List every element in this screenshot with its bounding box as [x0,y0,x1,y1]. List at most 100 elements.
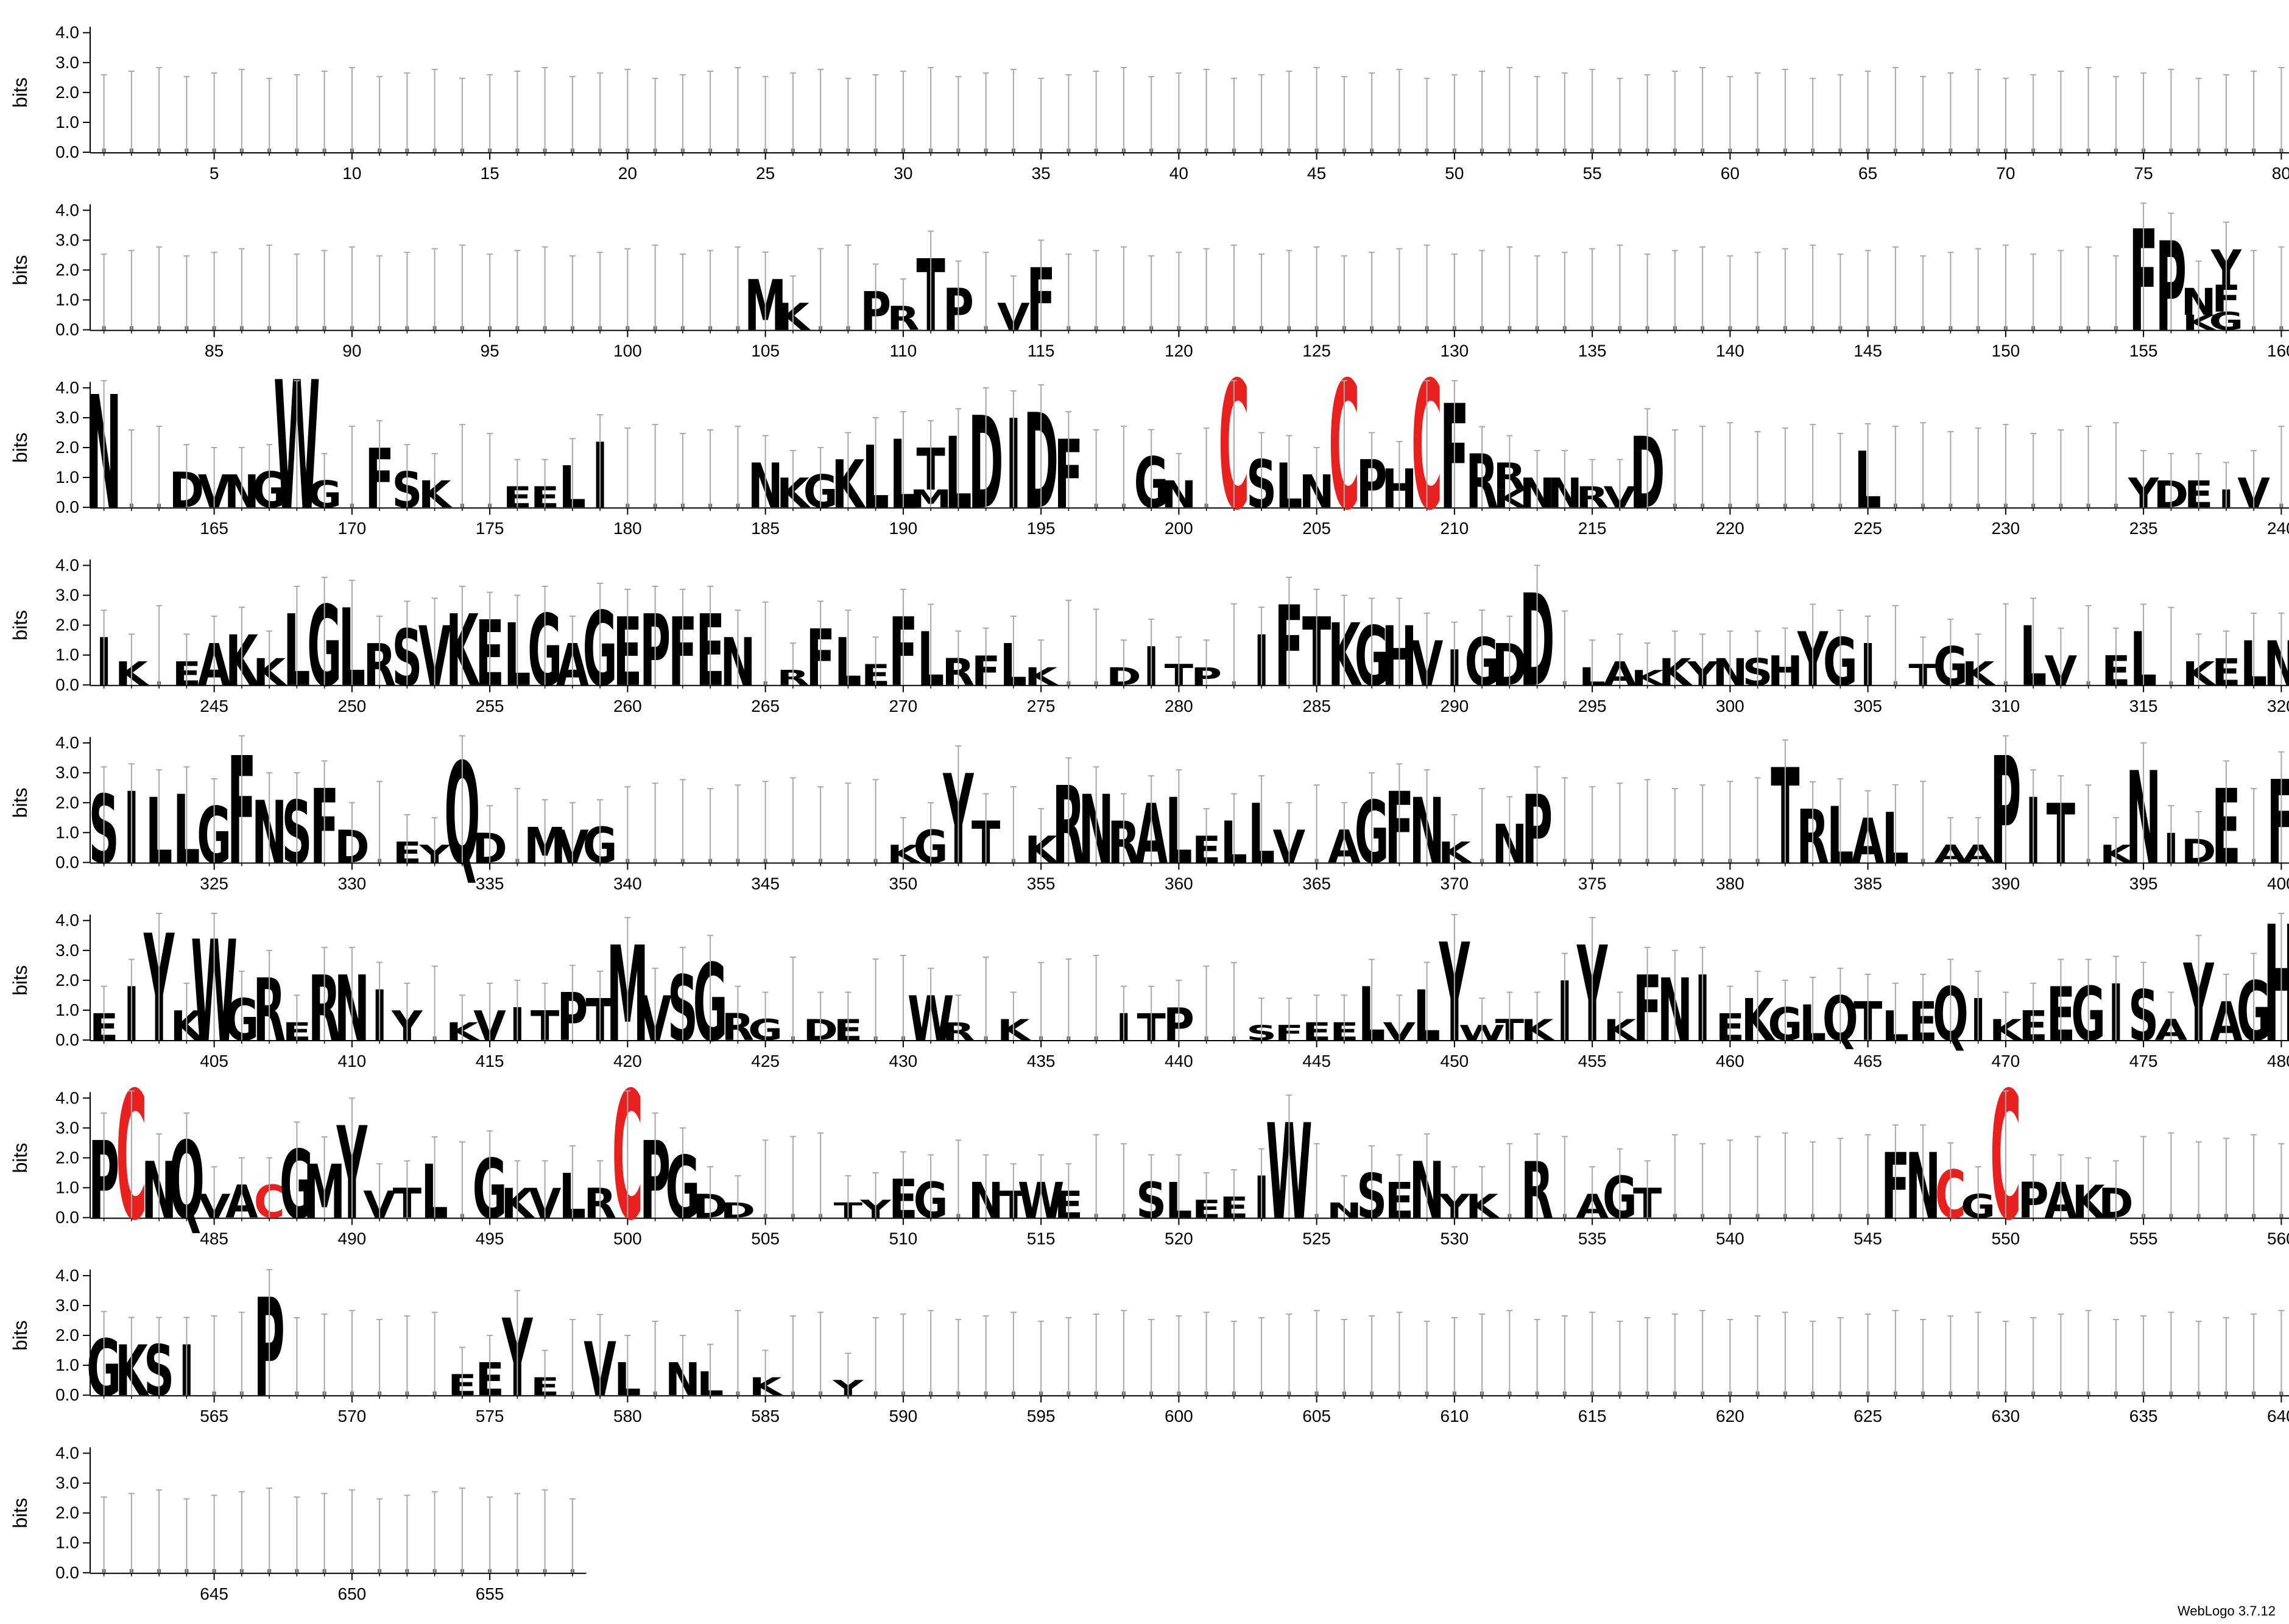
x-tick-label: 130 [1441,342,1469,360]
x-tick-label: 525 [1302,1229,1331,1248]
y-tick-label: 3.0 [55,1474,79,1492]
x-tick-label: 35 [1032,164,1051,183]
x-tick-label: 305 [1853,697,1882,715]
y-tick-label: 3.0 [55,1118,79,1137]
x-tick-label: 230 [1992,519,2020,538]
x-tick-label: 120 [1165,342,1193,360]
x-tick-label: 210 [1441,519,1469,538]
y-tick-label: 3.0 [55,1296,79,1315]
logo-letter-K: K [446,1018,480,1046]
x-tick-label: 255 [476,697,504,715]
x-tick-label: 650 [338,1584,367,1603]
logo-letter-K: K [1741,987,1776,1053]
x-tick-label: 620 [1716,1407,1744,1425]
x-tick-label: 165 [200,519,228,538]
y-tick-label: 0.0 [55,675,79,694]
x-tick-label: 150 [1992,342,2020,360]
y-axis-label: bits [9,1498,31,1528]
x-tick-label: 420 [613,1052,642,1070]
x-tick-label: 585 [751,1407,780,1425]
x-tick-label: 350 [889,874,918,893]
x-tick-label: 125 [1302,342,1331,360]
x-tick-label: 615 [1578,1407,1607,1425]
y-tick-label: 2.0 [55,971,79,990]
x-tick-label: 315 [2129,697,2158,715]
logo-letter-H: H [2263,893,2289,1078]
x-tick-label: 290 [1441,697,1469,715]
x-tick-label: 505 [751,1229,780,1248]
x-tick-label: 645 [200,1584,228,1603]
y-axis-label: bits [9,255,31,286]
y-tick-label: 4.0 [55,1088,79,1107]
logo-row-1: 0.0 1.0 2.0 3.0 4.0 bits 5 10 15 20 25 30 35 40 45 50 55… [9,23,2289,183]
y-axis-label: bits [9,965,31,996]
x-tick-label: 540 [1716,1229,1744,1248]
y-tick-label: 3.0 [55,941,79,960]
x-tick-label: 95 [481,342,499,360]
x-tick-label: 365 [1302,874,1331,893]
y-tick-label: 1.0 [55,1355,79,1374]
logo-letter-K: K [1989,1013,2023,1047]
y-tick-label: 0.0 [55,320,79,339]
x-tick-label: 310 [1992,697,2020,715]
x-tick-label: 340 [613,874,642,893]
x-tick-label: 140 [1716,342,1744,360]
y-tick-label: 4.0 [55,200,79,219]
x-tick-label: 100 [613,342,642,360]
x-tick-label: 375 [1578,874,1607,893]
x-tick-label: 520 [1165,1229,1193,1248]
y-tick-label: 1.0 [55,823,79,842]
logo-letter-K: K [418,474,453,516]
y-tick-label: 0.0 [55,1208,79,1227]
x-tick-label: 30 [894,164,912,183]
x-tick-label: 195 [1027,519,1056,538]
x-tick-label: 510 [889,1229,918,1248]
logo-letter-K: K [2072,1175,2106,1228]
logo-letter-K: K [115,655,149,693]
logo-letter-K: K [1025,829,1059,872]
y-tick-label: 2.0 [55,1148,79,1167]
x-tick-label: 320 [2267,697,2289,715]
y-tick-label: 2.0 [55,260,79,279]
x-tick-label: 280 [1165,697,1193,715]
logo-letter-K: K [2182,311,2217,334]
x-tick-label: 10 [342,164,361,183]
x-tick-label: 200 [1165,519,1193,538]
x-tick-label: 515 [1027,1229,1056,1248]
y-tick-label: 0.0 [55,1563,79,1582]
logo-letter-K: K [1521,1013,1555,1047]
x-tick-label: 245 [200,697,228,715]
y-tick-label: 1.0 [55,290,79,309]
x-tick-label: 260 [613,697,642,715]
y-tick-label: 2.0 [55,438,79,457]
x-tick-label: 465 [1853,1052,1882,1070]
y-tick-label: 0.0 [55,852,79,871]
x-tick-label: 50 [1445,164,1464,183]
x-tick-label: 40 [1169,164,1188,183]
logo-letter-K: K [1465,1187,1500,1225]
x-tick-label: 630 [1992,1407,2020,1425]
y-tick-label: 0.0 [55,142,79,161]
x-tick-label: 655 [476,1584,504,1603]
y-tick-label: 1.0 [55,468,79,487]
x-tick-label: 500 [613,1229,642,1248]
logo-letter-K: K [1631,666,1665,689]
x-tick-label: 425 [751,1052,780,1070]
x-tick-label: 335 [476,874,504,893]
y-tick-label: 1.0 [55,113,79,132]
x-tick-label: 275 [1027,697,1056,715]
logo-letter-K: K [2100,840,2134,868]
x-tick-label: 45 [1307,164,1326,183]
logo-letter-N: N [2263,629,2289,700]
x-tick-label: 345 [751,874,780,893]
x-tick-label: 185 [751,519,780,538]
y-tick-label: 1.0 [55,1533,79,1552]
x-tick-label: 265 [751,697,780,715]
y-tick-label: 4.0 [55,1444,79,1463]
y-axis-label: bits [9,610,31,641]
x-tick-label: 145 [1853,342,1882,360]
x-tick-label: 190 [889,519,918,538]
